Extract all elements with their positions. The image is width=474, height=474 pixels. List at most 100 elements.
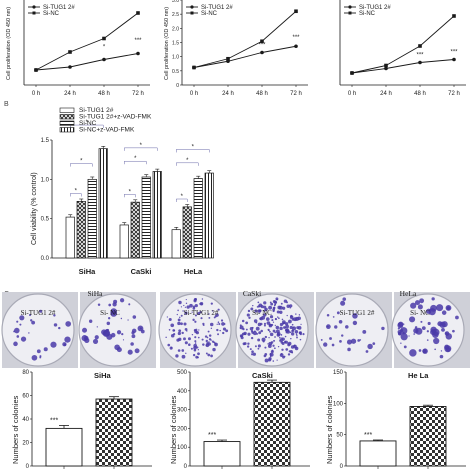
legend: Si-TUG1 2#Si-NC <box>344 5 391 17</box>
colony <box>275 301 277 303</box>
significance-mark: * <box>129 189 132 195</box>
colony <box>189 303 193 308</box>
colony <box>414 300 420 306</box>
x-tick-label: 0 h <box>348 91 356 97</box>
colony <box>131 334 136 339</box>
significance-mark: *** <box>134 38 142 44</box>
x-tick-label: CaSki <box>131 267 152 276</box>
colony <box>106 321 111 326</box>
bar <box>409 406 447 467</box>
colony <box>192 305 196 309</box>
x-tick-label: 0 h <box>190 91 198 97</box>
chart-title: SiHa <box>94 371 112 380</box>
colony <box>242 342 246 346</box>
colony <box>264 309 267 312</box>
colony <box>296 336 298 339</box>
colony <box>131 328 137 334</box>
colony-chart-siha: 0 20 40 60 80 Numbers of colonies SiHa *** <box>11 370 152 470</box>
legend-swatch <box>59 107 75 113</box>
x-tick-label: 0 h <box>32 91 40 97</box>
colony <box>14 327 20 334</box>
significance-bracket <box>70 124 104 129</box>
colony <box>191 333 194 336</box>
colony <box>441 327 445 332</box>
y-tick-label: 100 <box>177 445 188 451</box>
colony <box>299 338 302 341</box>
y-tick-label: 20 <box>22 441 29 447</box>
colony <box>257 301 260 304</box>
data-point <box>34 68 38 72</box>
significance-bracket <box>70 163 93 167</box>
significance-bracket <box>124 160 147 165</box>
colony <box>302 333 305 336</box>
proliferation-row: 0 h 24 h 48 h 72 h Cell proliferation (OD 45… <box>6 0 466 97</box>
chart-title: He La <box>408 371 429 380</box>
colony <box>362 329 367 334</box>
viability-panel: B 0.0 0.5 1.0 1.5 Cell viability (% control) S… <box>4 101 214 276</box>
x-tick-label: 72 h <box>132 91 144 97</box>
colony <box>194 314 197 317</box>
colony <box>216 328 219 332</box>
colony <box>430 304 437 312</box>
colony <box>220 319 224 322</box>
colony <box>278 336 281 339</box>
y-tick-label: 200 <box>177 426 188 432</box>
colony <box>290 337 292 340</box>
colony <box>267 344 272 349</box>
data-point <box>136 51 140 56</box>
legend-label: Si-TUG1 2#+z-VAD-FMK <box>79 114 152 121</box>
data-point <box>260 50 264 55</box>
colony <box>350 338 357 344</box>
colony <box>50 341 57 348</box>
colony <box>225 329 229 333</box>
colony <box>185 352 187 355</box>
legend-swatch <box>59 127 75 133</box>
dish <box>78 293 152 367</box>
bar <box>182 206 192 259</box>
legend-marker <box>190 11 194 15</box>
colony <box>108 317 111 320</box>
colony <box>13 341 18 347</box>
colony <box>114 344 120 351</box>
bar <box>203 441 241 467</box>
colony <box>185 298 187 301</box>
colony <box>177 318 181 322</box>
colony-dish-hela-left <box>315 292 392 368</box>
colony <box>255 321 258 324</box>
colony <box>208 341 210 343</box>
colony <box>257 338 261 342</box>
colony <box>271 349 274 352</box>
colony <box>247 309 251 313</box>
significance-mark: * <box>80 159 83 165</box>
colony <box>422 348 428 354</box>
colony <box>212 347 216 352</box>
bar <box>98 148 108 259</box>
colony <box>295 313 297 315</box>
colony <box>166 316 168 318</box>
colony <box>217 321 220 323</box>
colony <box>257 305 260 308</box>
significance-bracket <box>176 198 188 202</box>
data-point <box>102 36 106 41</box>
colony <box>284 335 287 338</box>
data-point <box>418 60 422 65</box>
colony <box>134 348 140 354</box>
colony <box>178 329 182 333</box>
colony <box>290 345 295 349</box>
colony-image-label-siha-right: Si- NC <box>100 309 120 317</box>
colony <box>216 323 218 325</box>
colony <box>214 342 218 347</box>
significance-mark: *** <box>364 432 372 439</box>
colony <box>110 308 117 315</box>
colony <box>192 318 195 322</box>
significance-mark: * <box>134 156 137 162</box>
colony <box>168 329 171 331</box>
colony <box>280 302 283 305</box>
colony <box>431 297 435 301</box>
colony <box>256 332 259 335</box>
colony <box>208 313 210 315</box>
significance-bracket <box>124 147 158 151</box>
colony <box>413 333 415 335</box>
colony <box>252 352 256 356</box>
colony <box>127 349 133 355</box>
